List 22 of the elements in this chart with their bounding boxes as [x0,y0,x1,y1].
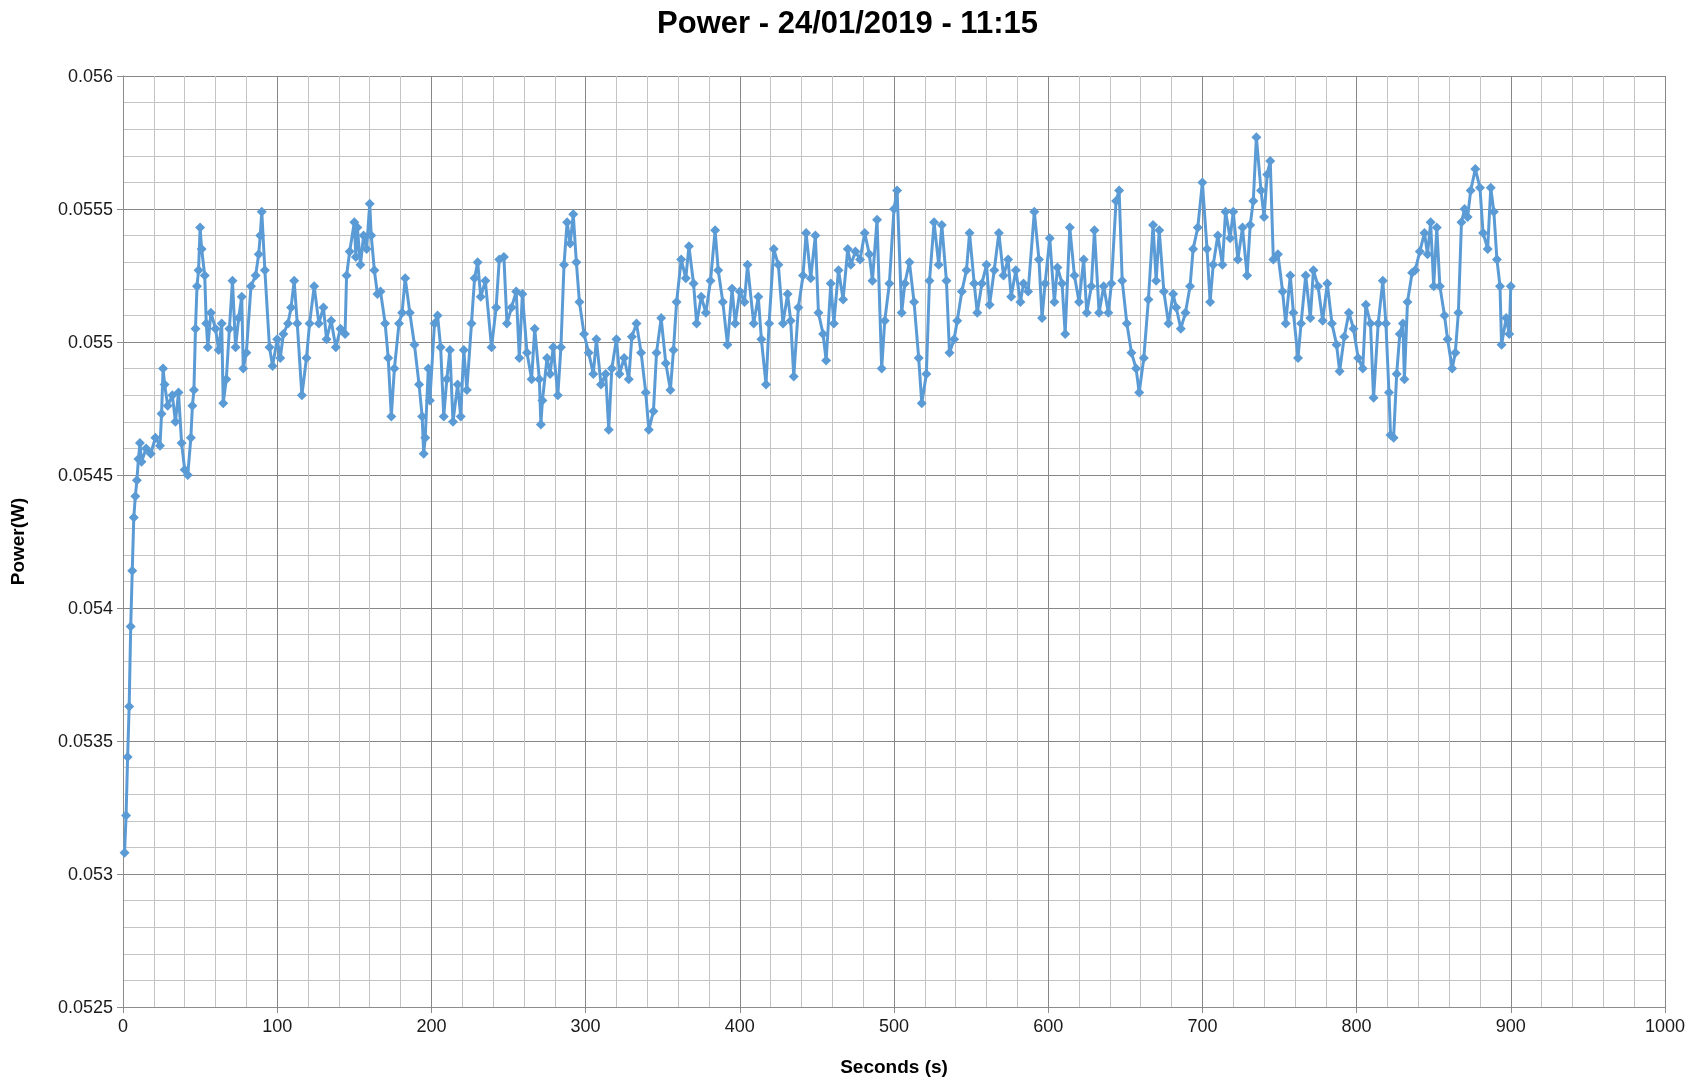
y-tick-label: 0.0545 [57,465,113,485]
x-tick-label: 900 [1495,1016,1526,1036]
chart-title: Power - 24/01/2019 - 11:15 [657,5,1038,40]
y-tick-label: 0.0535 [57,731,113,751]
x-tick-label: 200 [416,1016,447,1036]
x-tick-label: 1000 [1644,1016,1686,1036]
y-tick-label: 0.056 [67,66,113,86]
x-tick-label: 0 [117,1016,129,1036]
x-tick-label: 700 [1187,1016,1218,1036]
x-axis-title: Seconds (s) [840,1056,948,1077]
y-tick-label: 0.054 [67,598,113,618]
x-tick-label: 300 [570,1016,601,1036]
x-tick-label: 500 [878,1016,910,1036]
y-tick-label: 0.0555 [57,199,113,219]
y-tick-label: 0.053 [67,864,113,884]
x-tick-label: 600 [1033,1016,1064,1036]
y-axis-title: Power(W) [7,497,28,586]
x-tick-label: 800 [1341,1016,1372,1036]
y-tick-label: 0.0525 [57,997,113,1017]
x-tick-label: 400 [724,1016,755,1036]
x-tick-label: 100 [262,1016,293,1036]
y-tick-label: 0.055 [67,332,113,352]
